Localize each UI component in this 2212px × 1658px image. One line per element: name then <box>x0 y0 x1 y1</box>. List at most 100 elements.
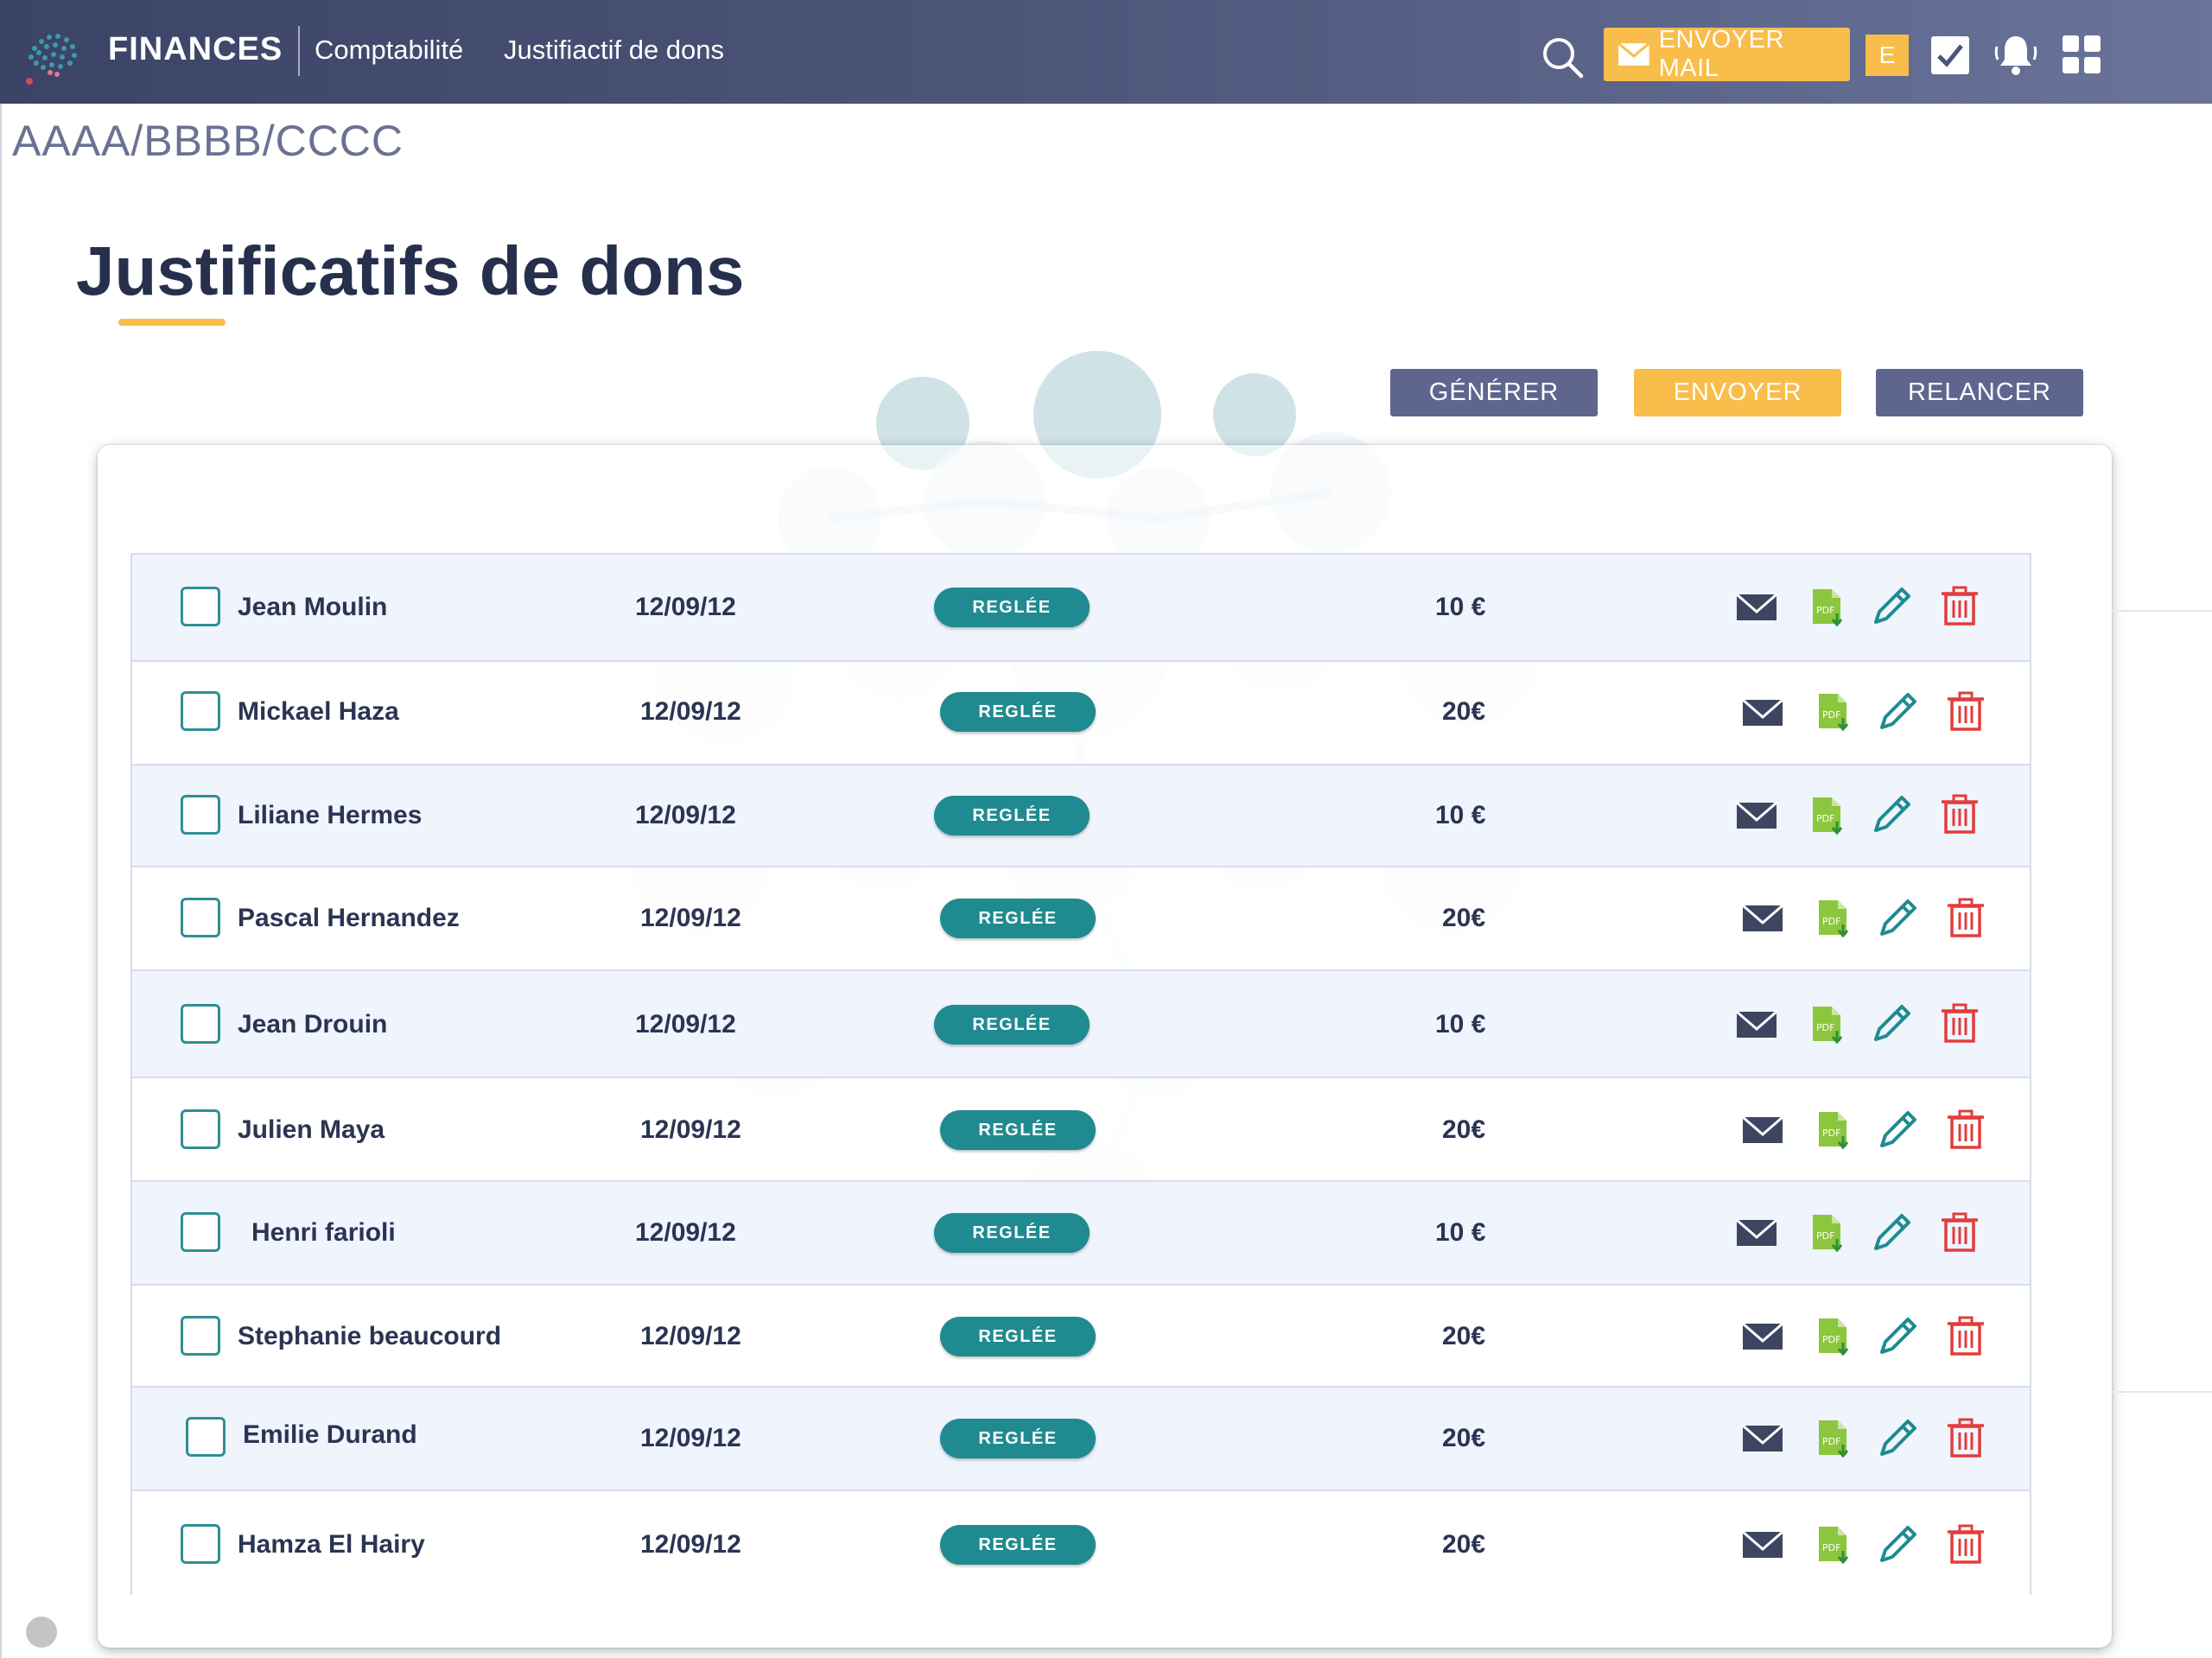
status-badge: REGLÉE <box>940 899 1096 938</box>
donation-date: 12/09/12 <box>640 1322 741 1350</box>
nav-justificatif-de-dons[interactable]: Justifiactif de dons <box>504 35 725 65</box>
breadcrumb[interactable]: AAAA/BBBB/CCCC <box>12 117 404 165</box>
donation-date: 12/09/12 <box>635 1010 736 1039</box>
mail-icon[interactable] <box>1735 794 1778 837</box>
bell-icon[interactable] <box>1992 31 2040 79</box>
send-mail-label: ENVOYER MAIL <box>1658 26 1784 82</box>
app-brand[interactable]: FINANCES <box>108 31 283 67</box>
row-checkbox[interactable] <box>181 795 220 835</box>
edit-pencil-icon[interactable] <box>1871 584 1914 627</box>
divider-line <box>2112 1391 2212 1393</box>
status-badge: REGLÉE <box>940 1317 1096 1356</box>
donor-name: Julien Maya <box>238 1115 385 1144</box>
edit-pencil-icon[interactable] <box>1877 1314 1920 1357</box>
svg-text:PDF: PDF <box>1816 1022 1834 1033</box>
trash-icon[interactable] <box>1944 1416 1987 1459</box>
table-row[interactable]: Hamza El Hairy 12/09/12 REGLÉE 20€ PDF <box>130 1491 2031 1595</box>
row-checkbox[interactable] <box>181 691 220 731</box>
pdf-download-icon[interactable]: PDF <box>1806 1211 1849 1255</box>
table-row[interactable]: Mickael Haza 12/09/12 REGLÉE 20€ PDF <box>130 662 2031 765</box>
pdf-download-icon[interactable]: PDF <box>1812 1109 1855 1152</box>
edit-pencil-icon[interactable] <box>1877 1416 1920 1459</box>
table-row[interactable]: Liliane Hermes 12/09/12 REGLÉE 10 € PDF <box>130 765 2031 867</box>
pdf-download-icon[interactable]: PDF <box>1812 1315 1855 1358</box>
edit-pencil-icon[interactable] <box>1877 1108 1920 1151</box>
pdf-download-icon[interactable]: PDF <box>1812 690 1855 734</box>
remind-button[interactable]: RELANCER <box>1876 369 2083 416</box>
row-checkbox[interactable] <box>181 1212 220 1252</box>
edit-pencil-icon[interactable] <box>1871 1001 1914 1045</box>
row-checkbox[interactable] <box>181 1004 220 1044</box>
mail-icon[interactable] <box>1735 1211 1778 1255</box>
donation-amount: 20€ <box>1442 1322 1486 1350</box>
floating-dot-button[interactable] <box>26 1617 57 1648</box>
donor-name: Henri farioli <box>251 1218 396 1247</box>
donation-amount: 20€ <box>1442 697 1486 726</box>
mail-icon[interactable] <box>1735 586 1778 629</box>
mail-icon[interactable] <box>1741 1417 1784 1460</box>
donation-amount: 20€ <box>1442 1115 1486 1144</box>
trash-icon[interactable] <box>1944 1314 1987 1357</box>
donation-amount: 10 € <box>1435 1010 1486 1039</box>
row-checkbox[interactable] <box>181 587 220 626</box>
edit-pencil-icon[interactable] <box>1871 1210 1914 1254</box>
donation-date: 12/09/12 <box>640 904 741 932</box>
donation-date: 12/09/12 <box>635 1218 736 1247</box>
donation-amount: 20€ <box>1442 1424 1486 1452</box>
svg-text:PDF: PDF <box>1816 1230 1834 1242</box>
search-icon[interactable] <box>1540 35 1585 79</box>
checkbox-icon[interactable] <box>1929 35 1971 76</box>
nav-comptabilite[interactable]: Comptabilité <box>315 35 464 65</box>
trash-icon[interactable] <box>1944 1108 1987 1151</box>
edit-pencil-icon[interactable] <box>1877 1522 1920 1566</box>
row-checkbox[interactable] <box>181 1524 220 1564</box>
mail-icon[interactable] <box>1741 1315 1784 1358</box>
mail-icon[interactable] <box>1741 691 1784 734</box>
generate-button[interactable]: GÉNÉRER <box>1390 369 1598 416</box>
apps-grid-icon[interactable] <box>2062 35 2101 74</box>
mail-icon[interactable] <box>1741 897 1784 940</box>
title-underline <box>118 319 226 326</box>
table-row[interactable]: Jean Drouin 12/09/12 REGLÉE 10 € PDF <box>130 971 2031 1078</box>
trash-icon[interactable] <box>1938 792 1981 835</box>
svg-text:PDF: PDF <box>1816 813 1834 824</box>
row-checkbox[interactable] <box>181 898 220 937</box>
trash-icon[interactable] <box>1938 584 1981 627</box>
mail-icon[interactable] <box>1741 1109 1784 1152</box>
edit-pencil-icon[interactable] <box>1877 689 1920 733</box>
table-row[interactable]: Jean Moulin 12/09/12 REGLÉE 10 € PDF <box>130 553 2031 662</box>
user-initial-badge[interactable]: E <box>1866 35 1909 76</box>
pdf-download-icon[interactable]: PDF <box>1806 1003 1849 1046</box>
donation-date: 12/09/12 <box>640 1424 741 1452</box>
row-checkbox[interactable] <box>181 1316 220 1356</box>
table-row[interactable]: Emilie Durand 12/09/12 REGLÉE 20€ PDF <box>130 1388 2031 1491</box>
pdf-download-icon[interactable]: PDF <box>1812 897 1855 940</box>
status-badge: REGLÉE <box>940 1110 1096 1150</box>
edit-pencil-icon[interactable] <box>1871 792 1914 835</box>
trash-icon[interactable] <box>1938 1210 1981 1254</box>
pdf-download-icon[interactable]: PDF <box>1812 1417 1855 1460</box>
pdf-download-icon[interactable]: PDF <box>1806 794 1849 837</box>
pdf-download-icon[interactable]: PDF <box>1812 1523 1855 1566</box>
trash-icon[interactable] <box>1938 1001 1981 1045</box>
trash-icon[interactable] <box>1944 896 1987 939</box>
row-checkbox[interactable] <box>186 1417 226 1457</box>
donor-name: Liliane Hermes <box>238 801 423 829</box>
table-row[interactable]: Stephanie beaucourd 12/09/12 REGLÉE 20€ … <box>130 1286 2031 1388</box>
send-mail-button[interactable]: ENVOYER MAIL <box>1604 26 1850 82</box>
table-row[interactable]: Pascal Hernandez 12/09/12 REGLÉE 20€ PDF <box>130 867 2031 971</box>
mail-icon[interactable] <box>1741 1523 1784 1566</box>
table-row[interactable]: Henri farioli 12/09/12 REGLÉE 10 € PDF <box>130 1182 2031 1286</box>
edit-pencil-icon[interactable] <box>1877 896 1920 939</box>
row-checkbox[interactable] <box>181 1109 220 1149</box>
trash-icon[interactable] <box>1944 1522 1987 1566</box>
pdf-download-icon[interactable]: PDF <box>1806 586 1849 629</box>
donation-amount: 10 € <box>1435 801 1486 829</box>
table-row[interactable]: Julien Maya 12/09/12 REGLÉE 20€ PDF <box>130 1078 2031 1182</box>
send-button[interactable]: ENVOYER <box>1634 369 1841 416</box>
brain-logo-icon[interactable] <box>22 24 85 86</box>
donations-table: Jean Moulin 12/09/12 REGLÉE 10 € PDF Mic… <box>130 553 2031 1595</box>
trash-icon[interactable] <box>1944 689 1987 733</box>
mail-icon[interactable] <box>1735 1003 1778 1046</box>
donor-name: Mickael Haza <box>238 697 399 726</box>
